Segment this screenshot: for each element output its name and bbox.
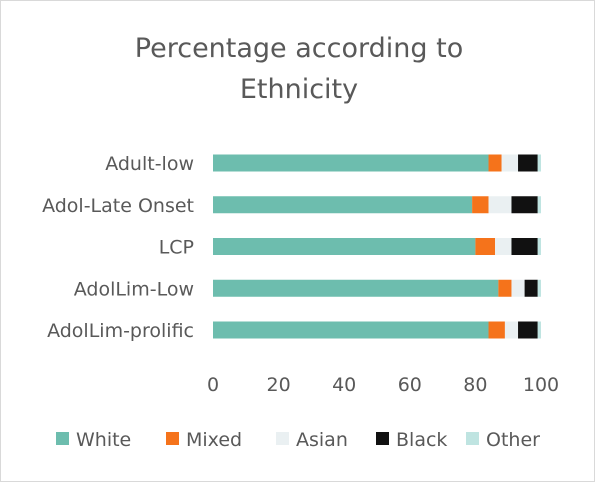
bar-segment-white: [213, 279, 499, 297]
bar-segment-white: [213, 321, 489, 339]
legend-swatch-black: [376, 432, 389, 445]
bar-segment-black: [518, 321, 538, 339]
bar-segment-other: [537, 238, 541, 255]
x-tick-label: 100: [523, 374, 559, 396]
category-label: LCP: [159, 237, 194, 259]
legend-label-black: Black: [396, 429, 447, 451]
chart-title-line-1: Percentage according to: [135, 33, 463, 64]
bar-segment-mixed: [488, 154, 502, 172]
category-label: AdolLim-Low: [74, 278, 194, 300]
bar-segment-asian: [488, 196, 512, 214]
bar-segment-mixed: [472, 196, 489, 214]
legend-label-mixed: Mixed: [186, 429, 242, 451]
bar-segment-black: [518, 154, 538, 172]
category-label: Adult-low: [105, 153, 194, 175]
bar-segment-other: [537, 321, 541, 339]
bar-segment-asian: [511, 279, 525, 297]
bar-segment-white: [213, 238, 476, 255]
x-tick-label: 20: [267, 374, 291, 396]
legend: White Mixed Asian Black Other: [56, 429, 540, 451]
bar-segment-asian: [495, 238, 512, 255]
bar-segment-mixed: [488, 321, 505, 339]
bar-segment-mixed: [498, 279, 512, 297]
bar-segment-black: [511, 196, 538, 214]
plot-area: Adult-low Adol-Late Onset LCP AdolLim-Low Ad…: [42, 153, 541, 342]
bar-segment-white: [213, 196, 473, 214]
legend-swatch-mixed: [166, 432, 179, 445]
x-axis: 0 20 40 60 80 100: [207, 374, 559, 396]
x-tick-label: 60: [398, 374, 422, 396]
bar-segment-other: [537, 154, 541, 172]
legend-label-asian: Asian: [296, 429, 348, 451]
chart-title-line-2: Ethnicity: [240, 74, 358, 105]
legend-label-white: White: [76, 429, 131, 451]
bar-segment-asian: [501, 154, 519, 172]
bar-segment-asian: [504, 321, 519, 339]
x-tick-label: 40: [332, 374, 356, 396]
category-label: Adol-Late Onset: [42, 195, 194, 217]
x-tick-label: 0: [207, 374, 219, 396]
legend-swatch-white: [56, 432, 69, 445]
bar-segment-white: [213, 154, 489, 172]
bar-segment-other: [537, 196, 541, 214]
bar-segment-black: [524, 279, 538, 297]
x-tick-label: 80: [463, 374, 487, 396]
legend-swatch-asian: [276, 432, 289, 445]
legend-swatch-other: [466, 432, 479, 445]
legend-label-other: Other: [486, 429, 540, 451]
bar-segment-black: [511, 238, 538, 255]
bar-segment-mixed: [475, 238, 496, 255]
category-label: AdolLim-prolific: [47, 320, 194, 342]
bar-segment-other: [537, 279, 541, 297]
